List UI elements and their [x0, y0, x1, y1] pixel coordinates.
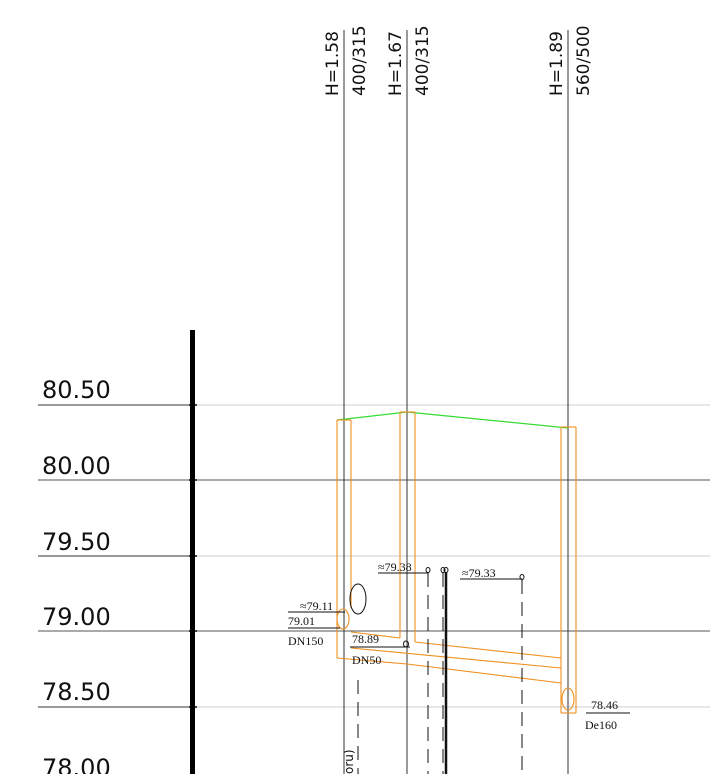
ground-line	[336, 411, 569, 429]
pipe1-invert-level: 79.01	[288, 614, 315, 628]
inlet-pipe-section	[349, 583, 367, 615]
manhole-depth-label: H=1.89	[547, 31, 567, 96]
pipe1-approx-level: ≈79.11	[300, 599, 333, 613]
elevation-label: 80.00	[42, 452, 111, 480]
outlet-invert-level: 78.46	[591, 698, 618, 712]
scale-bar	[190, 330, 195, 774]
elevation-label: 79.00	[42, 603, 111, 631]
small-pipe-section	[403, 640, 409, 648]
pipe-1-section	[336, 608, 350, 630]
pipe2-invert-level: 78.89	[352, 632, 379, 646]
elevation-label: 79.50	[42, 528, 111, 556]
manhole-depth-label: H=1.67	[386, 31, 406, 96]
manhole-size-label: 400/315	[350, 25, 370, 96]
elevation-label: 78.50	[42, 678, 111, 706]
leader-lines	[288, 572, 630, 714]
elevation-label: 80.50	[42, 376, 111, 404]
pipe-network	[336, 411, 577, 714]
top2-approx-level: ≈79.33	[462, 566, 496, 580]
pipe-1-2	[350, 631, 401, 639]
pipe-2-3-lower	[406, 663, 562, 684]
dashed-verticals	[357, 573, 523, 774]
outlet-pipe-section	[561, 687, 575, 711]
manhole-size-label: 400/315	[413, 25, 433, 96]
top1-approx-level: ≈79.38	[378, 560, 412, 574]
scale-ticks	[38, 404, 196, 708]
manhole-depth-label: H=1.58	[323, 31, 343, 96]
manhole-labels: H=1.58 400/315 H=1.67 400/315 H=1.89 560…	[323, 25, 594, 96]
pipe1-diameter: DN150	[288, 634, 323, 648]
manhole-size-label: 560/500	[574, 25, 594, 96]
elevation-labels: 80.50 80.00 79.50 79.00 78.50 78.00	[42, 376, 111, 774]
elevation-label: 78.00	[42, 754, 111, 774]
manhole-axes	[343, 30, 569, 774]
annotations: ≈79.11 79.01 DN150 78.89 DN50 ≈79.38 ≈79…	[288, 560, 618, 732]
pipe-2-3-upper	[414, 641, 562, 659]
outlet-diameter: De160	[585, 718, 617, 732]
vertical-fragment-label: oru)	[342, 749, 356, 774]
pipe2-diameter: DN50	[352, 653, 381, 667]
